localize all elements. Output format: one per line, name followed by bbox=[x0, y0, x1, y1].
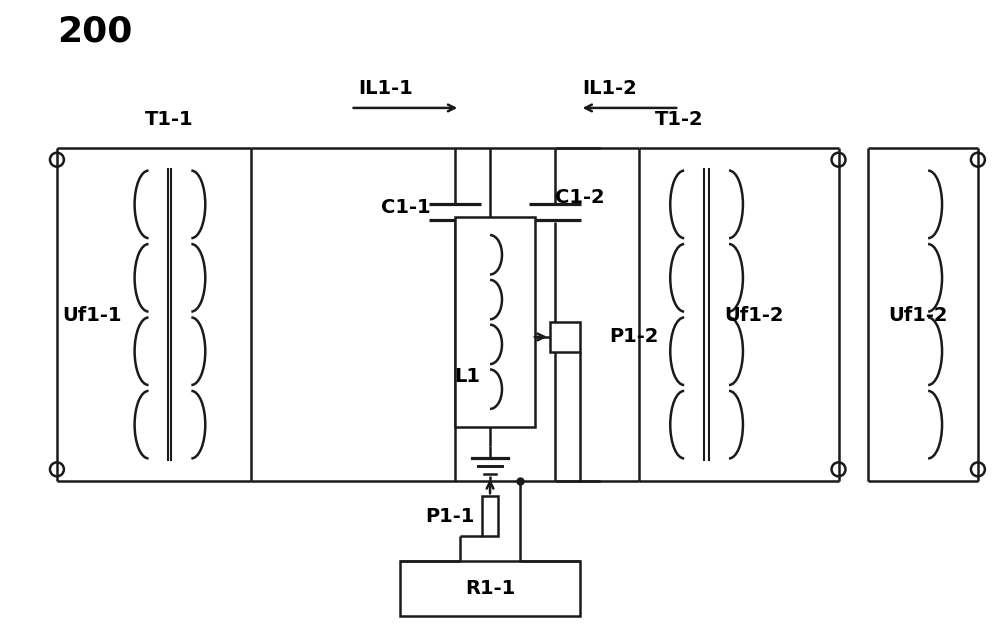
Bar bbox=[482, 496, 498, 536]
Text: T1-1: T1-1 bbox=[145, 110, 194, 129]
Text: IL1-2: IL1-2 bbox=[582, 78, 637, 97]
Text: IL1-1: IL1-1 bbox=[358, 78, 413, 97]
Text: P1-2: P1-2 bbox=[610, 327, 659, 347]
Text: P1-1: P1-1 bbox=[426, 506, 475, 526]
Text: Uf1-2: Uf1-2 bbox=[724, 306, 784, 324]
Text: R1-1: R1-1 bbox=[465, 579, 515, 598]
Bar bbox=[550, 322, 580, 352]
Text: Uf1-1: Uf1-1 bbox=[62, 306, 122, 324]
Text: C1-1: C1-1 bbox=[381, 198, 430, 217]
Bar bbox=[455, 217, 535, 427]
Text: 200: 200 bbox=[57, 14, 132, 48]
Text: T1-2: T1-2 bbox=[655, 110, 704, 129]
Text: L1: L1 bbox=[454, 368, 480, 386]
Text: Uf1-2: Uf1-2 bbox=[888, 306, 948, 324]
Bar bbox=[400, 561, 580, 616]
Text: C1-2: C1-2 bbox=[555, 188, 604, 207]
